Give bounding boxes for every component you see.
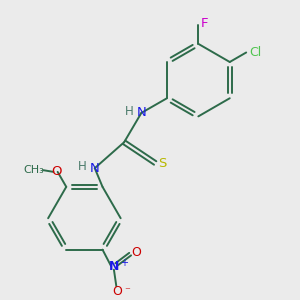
Text: F: F — [200, 16, 208, 30]
Text: O: O — [131, 246, 141, 259]
Text: H: H — [78, 160, 87, 173]
Text: O: O — [52, 165, 62, 178]
Text: N: N — [109, 260, 119, 273]
Text: O: O — [112, 285, 122, 298]
Text: H: H — [125, 105, 134, 118]
Text: ⁻: ⁻ — [124, 286, 130, 296]
Text: S: S — [159, 157, 167, 170]
Text: N: N — [136, 106, 146, 119]
Text: CH₃: CH₃ — [23, 165, 44, 175]
Text: Cl: Cl — [250, 46, 262, 59]
Text: +: + — [120, 258, 128, 268]
Text: N: N — [90, 162, 100, 175]
